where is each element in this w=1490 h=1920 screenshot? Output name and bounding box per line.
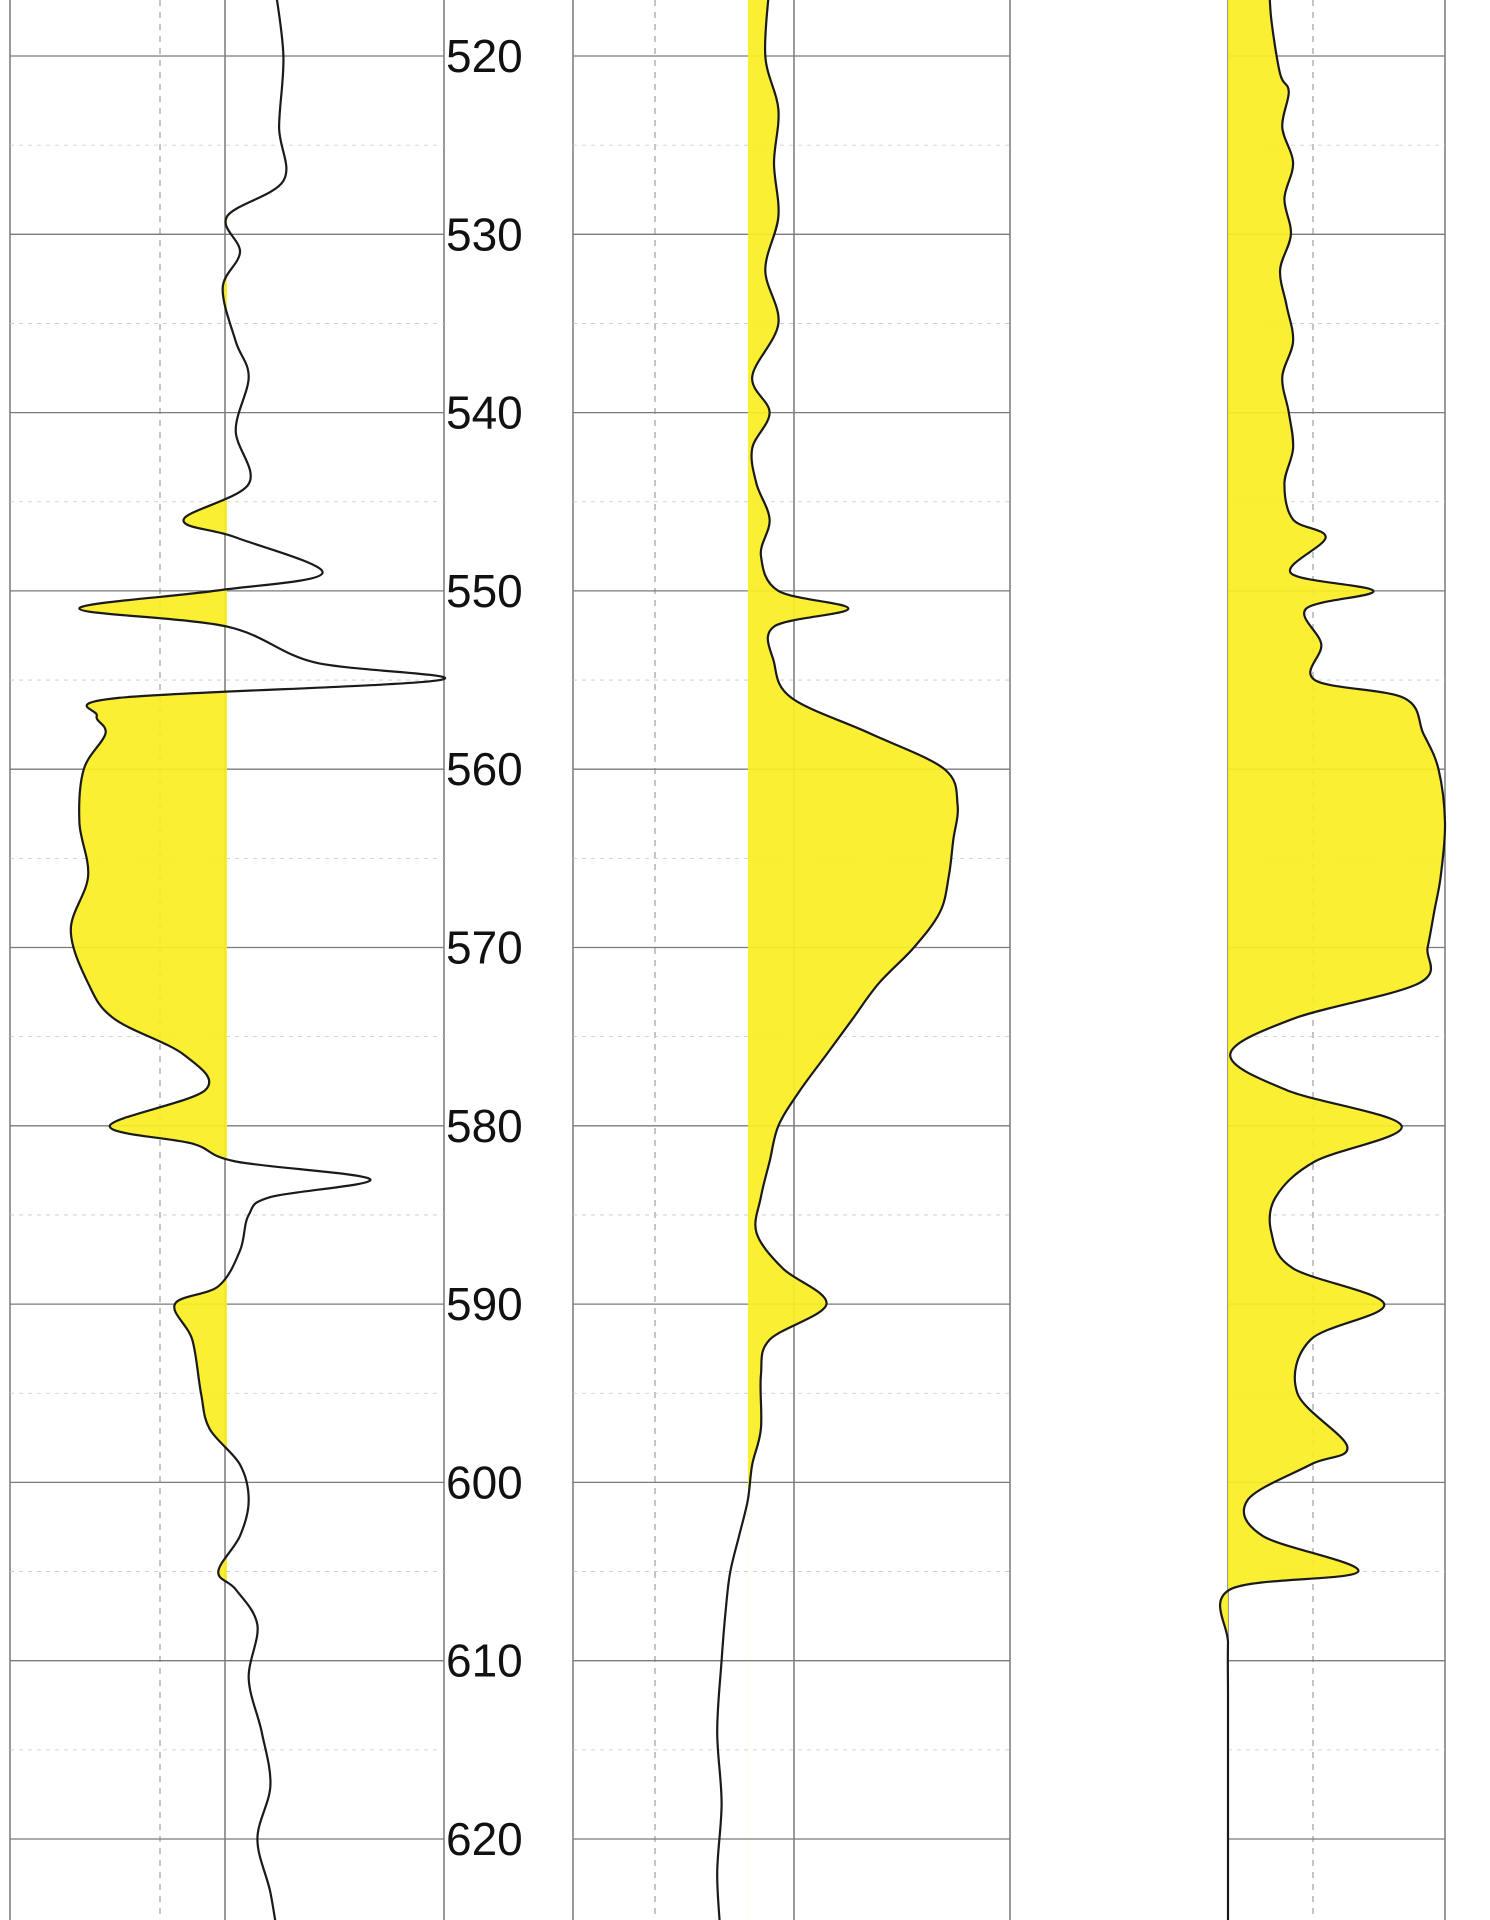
track-3-fill bbox=[1220, 0, 1446, 1920]
depth-tick-label: 580 bbox=[446, 1100, 523, 1152]
depth-tick-label: 570 bbox=[446, 922, 523, 974]
depth-tick-label: 560 bbox=[446, 743, 523, 795]
track-2-fill bbox=[747, 0, 958, 1920]
curve-fills bbox=[70, 0, 1446, 1920]
depth-tick-label: 550 bbox=[446, 565, 523, 617]
depth-tick-label: 540 bbox=[446, 387, 523, 439]
depth-axis: 520 530 540 550 560 570 580 590 600 610 620 bbox=[446, 30, 523, 1865]
log-curves bbox=[69, 0, 1447, 1920]
track-1-fill bbox=[70, 0, 227, 1920]
depth-tick-label: 590 bbox=[446, 1278, 523, 1330]
depth-tick-label: 610 bbox=[446, 1635, 523, 1687]
track-3-curve bbox=[1218, 0, 1447, 1920]
depth-tick-label: 620 bbox=[446, 1813, 523, 1865]
depth-tick-label: 600 bbox=[446, 1456, 523, 1508]
depth-tick-label: 520 bbox=[446, 30, 523, 82]
track-2-curve bbox=[716, 0, 959, 1920]
depth-tick-label: 530 bbox=[446, 208, 523, 260]
track-1-curve bbox=[69, 0, 446, 1920]
